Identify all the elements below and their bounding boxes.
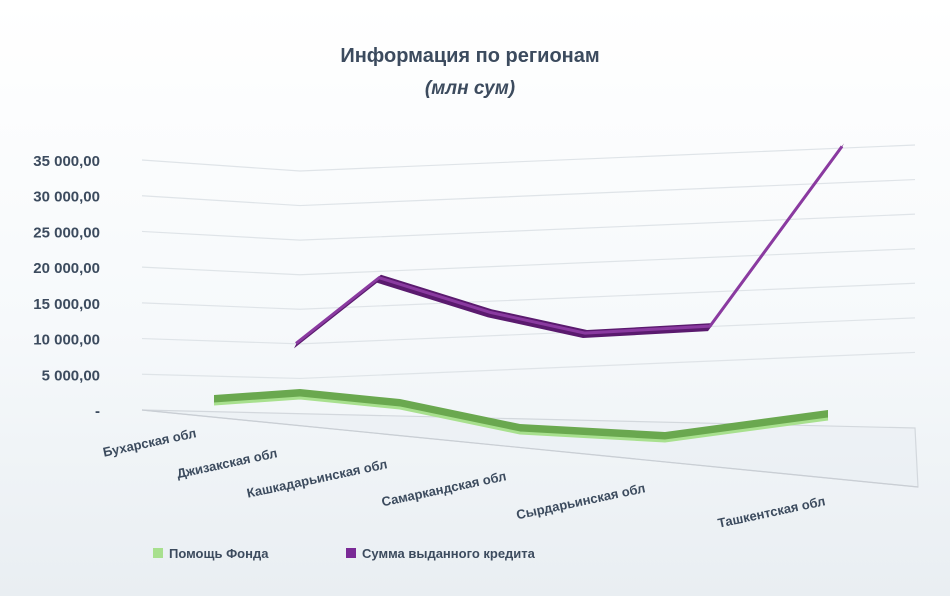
- x-category-label: Кашкадарьинская обл: [245, 456, 388, 500]
- series-fund-band: [214, 389, 828, 441]
- legend-swatch-fund: [153, 548, 163, 558]
- grid-line: [141, 144, 916, 172]
- grid-line: [141, 248, 916, 276]
- series-credit-edge: [295, 145, 844, 345]
- series-layer: [213, 143, 844, 443]
- y-tick-label: -: [95, 403, 100, 420]
- grid-line: [141, 178, 916, 207]
- x-category-label: Сырдарьинская обл: [515, 480, 647, 522]
- chart-subtitle: (млн сум): [425, 78, 515, 99]
- x-category-label: Ташкентская обл: [716, 493, 826, 530]
- y-tick-label: 15 000,00: [33, 296, 100, 313]
- x-category-label: Бухарская обл: [102, 425, 198, 459]
- grid-line: [141, 351, 916, 380]
- legend-label-fund: Помощь Фонда: [169, 546, 269, 561]
- grid-lines: [141, 144, 916, 380]
- floor-edge: [141, 409, 919, 488]
- y-tick-label: 20 000,00: [33, 260, 100, 277]
- legend-label-credit: Сумма выданного кредита: [362, 546, 536, 561]
- legend-swatch-credit: [346, 548, 356, 558]
- grid-line: [141, 213, 916, 241]
- y-tick-label: 25 000,00: [33, 224, 100, 241]
- series-fund-edge: [213, 396, 829, 443]
- series-credit-band: [294, 143, 844, 349]
- x-category-label: Джизакская обл: [175, 445, 278, 481]
- y-tick-label: 35 000,00: [33, 153, 100, 170]
- x-category-label: Самаркандская обл: [380, 468, 507, 509]
- chart-title: Информация по регионам: [340, 45, 599, 67]
- y-tick-label: 10 000,00: [33, 332, 100, 349]
- y-tick-label: 5 000,00: [42, 367, 100, 384]
- grid-line: [141, 282, 916, 310]
- legend: Помощь Фонда Сумма выданного кредита: [153, 546, 536, 561]
- y-axis-ticks: - 5 000,00 10 000,00 15 000,00 20 000,00 25 0…: [33, 153, 100, 420]
- y-tick-label: 30 000,00: [33, 189, 100, 206]
